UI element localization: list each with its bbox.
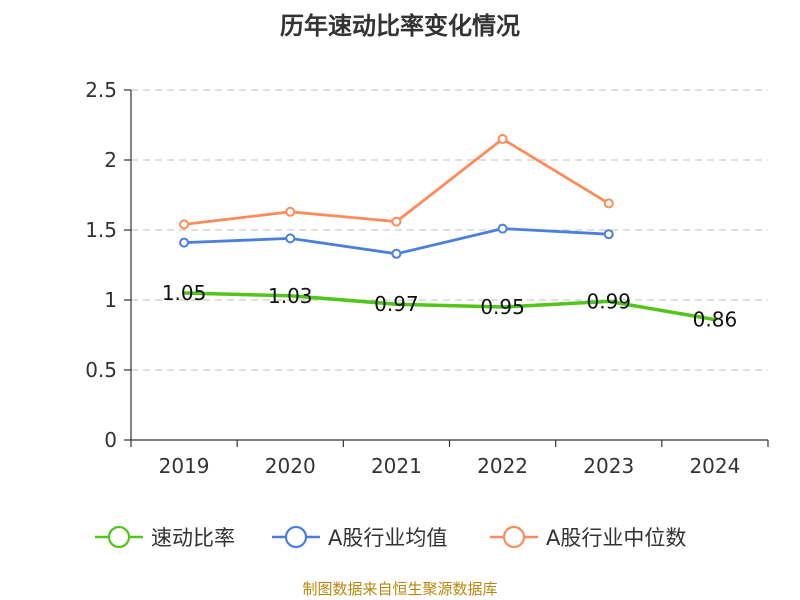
series-point	[497, 223, 508, 234]
x-axis: 2019 2020 2021 2022 2023 2024	[130, 439, 769, 478]
legend-item[interactable]: A股行业均值	[272, 525, 447, 550]
x-tick-label: 2021	[371, 454, 422, 478]
data-label: 0.95	[480, 295, 525, 319]
grid	[131, 89, 768, 371]
source-note: 制图数据来自恒生聚源数据库	[302, 580, 497, 598]
x-tick-label: 2020	[265, 454, 316, 478]
series-point	[285, 206, 296, 217]
legend-label: A股行业中位数	[546, 526, 686, 550]
data-labels: 1.05 1.03 0.97 0.95 0.99 0.86	[162, 281, 737, 332]
legend-label: A股行业均值	[328, 526, 447, 550]
series-point	[179, 237, 190, 248]
legend-label: 速动比率	[151, 526, 235, 550]
x-tick-label: 2024	[689, 454, 740, 478]
legend[interactable]: 速动比率 A股行业均值 A股行业中位数	[95, 525, 686, 550]
x-tick-label: 2023	[583, 454, 634, 478]
y-tick-label: 1.5	[85, 218, 117, 242]
legend-marker-icon	[284, 525, 308, 549]
legend-item[interactable]: 速动比率	[95, 525, 235, 550]
x-tick-label: 2022	[477, 454, 528, 478]
y-tick-label: 2	[104, 148, 117, 172]
series-point	[603, 229, 614, 240]
legend-marker-icon	[107, 525, 131, 549]
y-axis: 0 0.5 1 1.5 2 2.5	[85, 78, 132, 452]
legend-marker-icon	[502, 525, 526, 549]
y-tick-label: 1	[104, 288, 117, 312]
chart-title: 历年速动比率变化情况	[280, 12, 520, 40]
series-point	[497, 134, 508, 144]
data-label: 1.05	[162, 281, 207, 305]
series-point	[603, 198, 614, 209]
series-point	[391, 248, 402, 259]
y-tick-label: 0	[104, 428, 117, 452]
data-label: 0.86	[693, 308, 738, 332]
series-line-2	[182, 137, 611, 226]
data-label: 0.97	[374, 292, 419, 316]
series-point	[179, 219, 190, 230]
y-tick-label: 0.5	[85, 358, 117, 382]
x-tick-label: 2019	[159, 454, 210, 478]
series-line-0	[182, 291, 717, 322]
legend-item[interactable]: A股行业中位数	[490, 525, 686, 550]
series-point	[285, 233, 296, 244]
series-layer	[179, 134, 717, 322]
data-label: 1.03	[268, 284, 313, 308]
data-label: 0.99	[586, 289, 631, 313]
series-point	[391, 216, 402, 227]
y-tick-label: 2.5	[85, 78, 117, 102]
